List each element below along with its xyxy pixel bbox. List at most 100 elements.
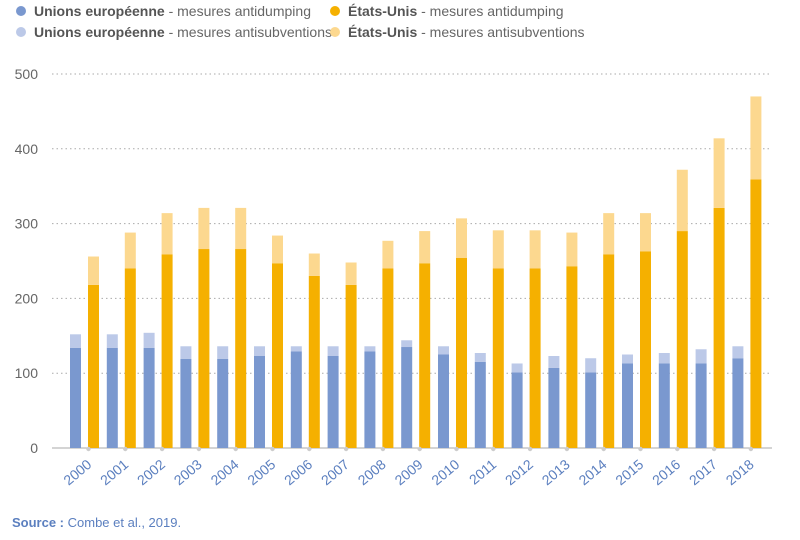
bar-us-antidumping (88, 284, 99, 448)
baseline-marker (417, 446, 422, 452)
bar-us-antidumping (713, 207, 725, 448)
bar-eu-antisubsidy (695, 349, 707, 364)
bar-eu-antisubsidy (474, 353, 486, 362)
bar-eu-antidumping (217, 358, 229, 448)
x-tick-label: 2002 (134, 456, 168, 488)
bar-us-antisubsidy (308, 253, 320, 276)
bar-eu-antidumping (401, 347, 413, 448)
bar-us-antidumping (676, 231, 688, 448)
baseline-marker (638, 446, 643, 452)
y-tick-label: 300 (15, 216, 39, 232)
x-tick-label: 2011 (466, 456, 500, 488)
baseline-marker (233, 446, 238, 452)
bar-us-antidumping (345, 284, 357, 448)
bar-eu-antidumping (622, 363, 633, 448)
baseline-marker (86, 446, 91, 452)
bar-us-antisubsidy (345, 262, 357, 285)
bar-us-antidumping (566, 266, 578, 448)
baseline-marker (123, 446, 128, 452)
bar-eu-antidumping (106, 347, 118, 448)
bar-eu-antidumping (254, 355, 265, 448)
bar-eu-antidumping (658, 363, 670, 448)
bar-eu-antidumping (511, 372, 523, 448)
baseline-marker (601, 446, 606, 452)
x-tick-label: 2000 (60, 456, 94, 488)
bar-eu-antisubsidy (254, 346, 265, 356)
bar-us-antisubsidy (235, 207, 247, 250)
baseline-marker (564, 446, 570, 452)
bar-us-antidumping (640, 251, 651, 448)
bar-us-antidumping (603, 254, 615, 448)
legend-item-eu-antisubsidy: Unions européenne - mesures antisubventi… (16, 23, 332, 41)
bar-eu-antisubsidy (217, 346, 229, 359)
bar-eu-antisubsidy (548, 355, 560, 368)
y-tick-label: 0 (30, 440, 38, 456)
x-tick-label: 2015 (612, 456, 646, 488)
baseline-marker (675, 446, 680, 452)
x-tick-label: 2016 (649, 456, 683, 488)
bar-us-antisubsidy (713, 138, 725, 208)
baseline-marker (307, 446, 312, 452)
chart-legend: Unions européenne - mesures antidumping … (12, 0, 792, 46)
bar-us-antidumping (235, 249, 247, 448)
bar-eu-antidumping (474, 361, 486, 448)
bar-eu-antisubsidy (622, 354, 633, 364)
bar-eu-antisubsidy (732, 346, 744, 359)
bar-us-antisubsidy (529, 230, 541, 269)
bar-us-antisubsidy (88, 256, 99, 285)
x-tick-label: 2005 (244, 456, 278, 488)
bar-eu-antidumping (327, 355, 339, 448)
y-tick-label: 400 (15, 141, 39, 157)
bar-us-antisubsidy (492, 230, 504, 269)
bar-us-antidumping (198, 249, 210, 448)
bar-us-antisubsidy (676, 169, 688, 232)
bar-eu-antidumping (732, 358, 744, 448)
y-tick-label: 200 (15, 290, 39, 306)
source-text: Combe et al., 2019. (67, 515, 182, 530)
baseline-marker (454, 446, 459, 452)
baseline-marker (748, 446, 754, 452)
bar-us-antidumping (124, 268, 136, 448)
x-tick-label: 2004 (207, 456, 241, 488)
baseline-marker (343, 446, 349, 452)
bar-eu-antidumping (180, 358, 192, 448)
x-tick-label: 2009 (391, 456, 425, 488)
bar-eu-antisubsidy (143, 332, 155, 348)
bar-us-antisubsidy (382, 240, 394, 269)
legend-series-suffix: - mesures antidumping (417, 3, 564, 19)
legend-series-name: États-Unis (348, 24, 418, 40)
baseline-marker (380, 446, 386, 452)
x-tick-label: 2003 (171, 456, 205, 488)
bar-eu-antidumping (143, 347, 155, 448)
x-tick-label: 2007 (318, 456, 352, 488)
baseline-marker (159, 446, 165, 452)
x-tick-label: 2006 (281, 456, 315, 488)
bar-us-antidumping (456, 258, 467, 448)
x-tick-label: 2010 (428, 456, 462, 488)
bar-eu-antisubsidy (180, 346, 192, 359)
bar-eu-antisubsidy (438, 346, 449, 355)
baseline-marker (527, 446, 533, 452)
legend-item-us-antisubsidy: États-Unis - mesures antisubventions (330, 23, 585, 41)
legend-series-suffix: - mesures antidumping (164, 3, 311, 19)
x-tick-label: 2012 (502, 456, 536, 488)
y-tick-label: 100 (15, 365, 39, 381)
legend-series-name: États-Unis (348, 3, 418, 19)
bar-eu-antidumping (695, 363, 707, 448)
bar-us-antidumping (272, 263, 283, 448)
bar-us-antisubsidy (124, 232, 136, 269)
bar-eu-antisubsidy (364, 346, 376, 352)
bar-us-antisubsidy (161, 213, 173, 255)
bar-us-antidumping (492, 268, 504, 448)
bar-us-antisubsidy (750, 96, 762, 180)
source-label: Source : (12, 515, 68, 530)
bar-eu-antidumping (585, 372, 597, 448)
legend-series-name: Unions européenne (34, 3, 165, 19)
x-tick-label: 2013 (539, 456, 573, 488)
bar-eu-antidumping (290, 351, 302, 448)
bar-eu-antisubsidy (70, 334, 81, 348)
bar-us-antidumping (308, 275, 320, 448)
baseline-marker (270, 446, 275, 452)
x-tick-label: 2001 (97, 456, 131, 488)
bar-us-antisubsidy (603, 213, 615, 255)
